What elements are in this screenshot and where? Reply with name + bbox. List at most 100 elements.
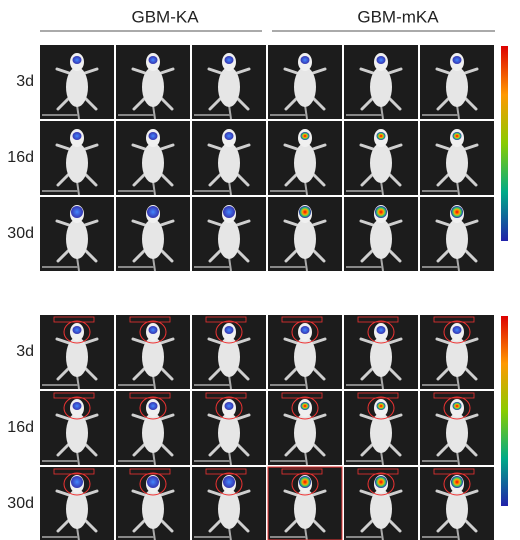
signal	[225, 326, 234, 334]
image-caption	[346, 384, 382, 386]
image-caption	[346, 460, 382, 462]
image-caption	[194, 384, 230, 386]
image-caption	[118, 266, 154, 268]
image-caption	[422, 536, 458, 538]
body	[294, 219, 316, 259]
image-caption	[42, 536, 78, 538]
signal	[453, 402, 462, 410]
image-caption	[270, 190, 306, 192]
image-caption	[194, 460, 230, 462]
color-scale	[501, 316, 508, 506]
image-caption	[118, 190, 154, 192]
body	[294, 67, 316, 107]
image-caption	[118, 460, 154, 462]
body	[446, 67, 468, 107]
image-caption	[42, 114, 78, 116]
image-caption	[346, 266, 382, 268]
figure: GBM-KA GBM-mKA 3d 16d 30d 3d 16d 30d	[0, 0, 520, 540]
signal	[299, 476, 311, 488]
signal	[149, 132, 158, 140]
signal	[375, 476, 387, 488]
image-caption	[422, 460, 458, 462]
signal	[453, 132, 462, 140]
signal	[225, 402, 234, 410]
image-grid: 3d 16d 30d 3d 16d 30d	[7, 45, 494, 540]
image-caption	[422, 266, 458, 268]
row-label: 30d	[7, 225, 34, 242]
signal	[71, 206, 83, 218]
signal	[453, 326, 462, 334]
body	[370, 143, 392, 183]
row-label: 16d	[7, 419, 34, 436]
image-caption	[270, 266, 306, 268]
image-caption	[346, 114, 382, 116]
signal	[147, 476, 159, 488]
body	[142, 143, 164, 183]
image-caption	[42, 460, 78, 462]
group-label: GBM-KA	[131, 7, 199, 26]
body	[66, 67, 88, 107]
body	[370, 67, 392, 107]
signal	[377, 132, 386, 140]
signal	[149, 326, 158, 334]
group-label: GBM-mKA	[357, 7, 439, 26]
image-caption	[422, 190, 458, 192]
image-caption	[42, 266, 78, 268]
image-caption	[42, 190, 78, 192]
signal	[451, 206, 463, 218]
body	[370, 219, 392, 259]
image-caption	[346, 190, 382, 192]
signal	[451, 476, 463, 488]
row-label: 3d	[16, 73, 34, 90]
image-caption	[194, 190, 230, 192]
signal	[301, 326, 310, 334]
image-caption	[194, 266, 230, 268]
image-caption	[118, 384, 154, 386]
image-caption	[422, 114, 458, 116]
image-caption	[270, 460, 306, 462]
signal	[73, 326, 82, 334]
body	[218, 219, 240, 259]
body	[446, 219, 468, 259]
body	[218, 143, 240, 183]
row-label: 3d	[16, 343, 34, 360]
signal	[377, 402, 386, 410]
row-label: 16d	[7, 149, 34, 166]
image-caption	[194, 114, 230, 116]
body	[142, 67, 164, 107]
signal	[223, 206, 235, 218]
signal	[301, 132, 310, 140]
signal	[377, 56, 386, 64]
image-caption	[194, 536, 230, 538]
body	[446, 143, 468, 183]
image-caption	[346, 536, 382, 538]
signal	[301, 56, 310, 64]
image-caption	[270, 536, 306, 538]
body	[218, 67, 240, 107]
image-caption	[422, 384, 458, 386]
signal	[225, 56, 234, 64]
image-caption	[118, 114, 154, 116]
signal	[149, 402, 158, 410]
row-label: 30d	[7, 495, 34, 512]
signal	[375, 206, 387, 218]
signal	[377, 326, 386, 334]
signal	[73, 402, 82, 410]
signal	[453, 56, 462, 64]
image-caption	[270, 384, 306, 386]
body	[294, 143, 316, 183]
signal	[73, 132, 82, 140]
signal	[225, 132, 234, 140]
image-caption	[118, 536, 154, 538]
image-caption	[270, 114, 306, 116]
image-caption	[42, 384, 78, 386]
signal	[301, 402, 310, 410]
body	[142, 219, 164, 259]
signal	[71, 476, 83, 488]
body	[66, 143, 88, 183]
signal	[223, 476, 235, 488]
body	[66, 219, 88, 259]
signal	[149, 56, 158, 64]
signal	[299, 206, 311, 218]
signal	[73, 56, 82, 64]
